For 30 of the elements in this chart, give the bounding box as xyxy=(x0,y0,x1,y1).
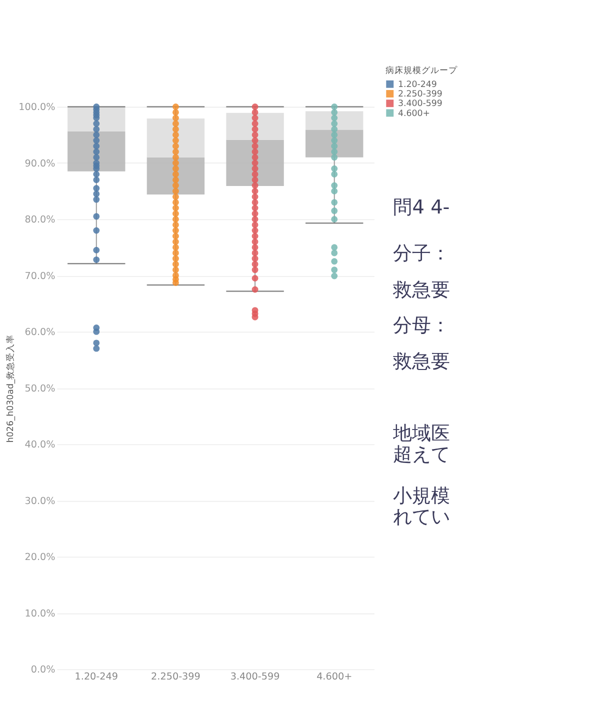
y-tick-label: 70.0% xyxy=(24,270,56,282)
x-tick-label: 1.20-249 xyxy=(74,671,118,682)
x-tick-label: 3.400-599 xyxy=(230,671,280,682)
x-tick-label: 2.250-399 xyxy=(151,671,200,682)
text: 救急要 xyxy=(392,278,450,302)
text: 超えて xyxy=(393,442,450,466)
y-tick-label: 80.0% xyxy=(24,214,56,226)
y-tick-label: 20.0% xyxy=(24,552,56,564)
text: 救急要 xyxy=(392,349,450,372)
y-tick-label: 30.0% xyxy=(24,496,56,507)
y-tick-label: 100.0% xyxy=(18,102,56,114)
y-tick-label: 0.0% xyxy=(30,664,56,676)
text: れてい xyxy=(393,505,450,528)
y-tick-label: 40.0% xyxy=(24,440,56,451)
text: 地域医 xyxy=(392,421,450,444)
y-tick-label: 50.0% xyxy=(24,383,56,394)
y-axis-title: h026_h030ad_救急受入率 xyxy=(4,334,16,443)
text: 分母： xyxy=(393,314,450,337)
y-tick-label: 90.0% xyxy=(24,158,56,170)
legend-title: 病床規模グループ xyxy=(386,65,459,76)
legend-label: 3.400-599 xyxy=(398,99,442,110)
text: 問4 4- xyxy=(393,195,450,218)
legend-label: 1.20-249 xyxy=(398,80,437,90)
legend-label: 4.600+ xyxy=(398,108,430,119)
legend-label: 2.250-399 xyxy=(398,90,442,100)
x-tick-label: 4.600+ xyxy=(316,671,352,682)
y-tick-label: 60.0% xyxy=(24,327,56,338)
text: 分子： xyxy=(393,242,450,265)
text: 小規模 xyxy=(393,484,450,507)
y-tick-label: 10.0% xyxy=(24,608,56,620)
